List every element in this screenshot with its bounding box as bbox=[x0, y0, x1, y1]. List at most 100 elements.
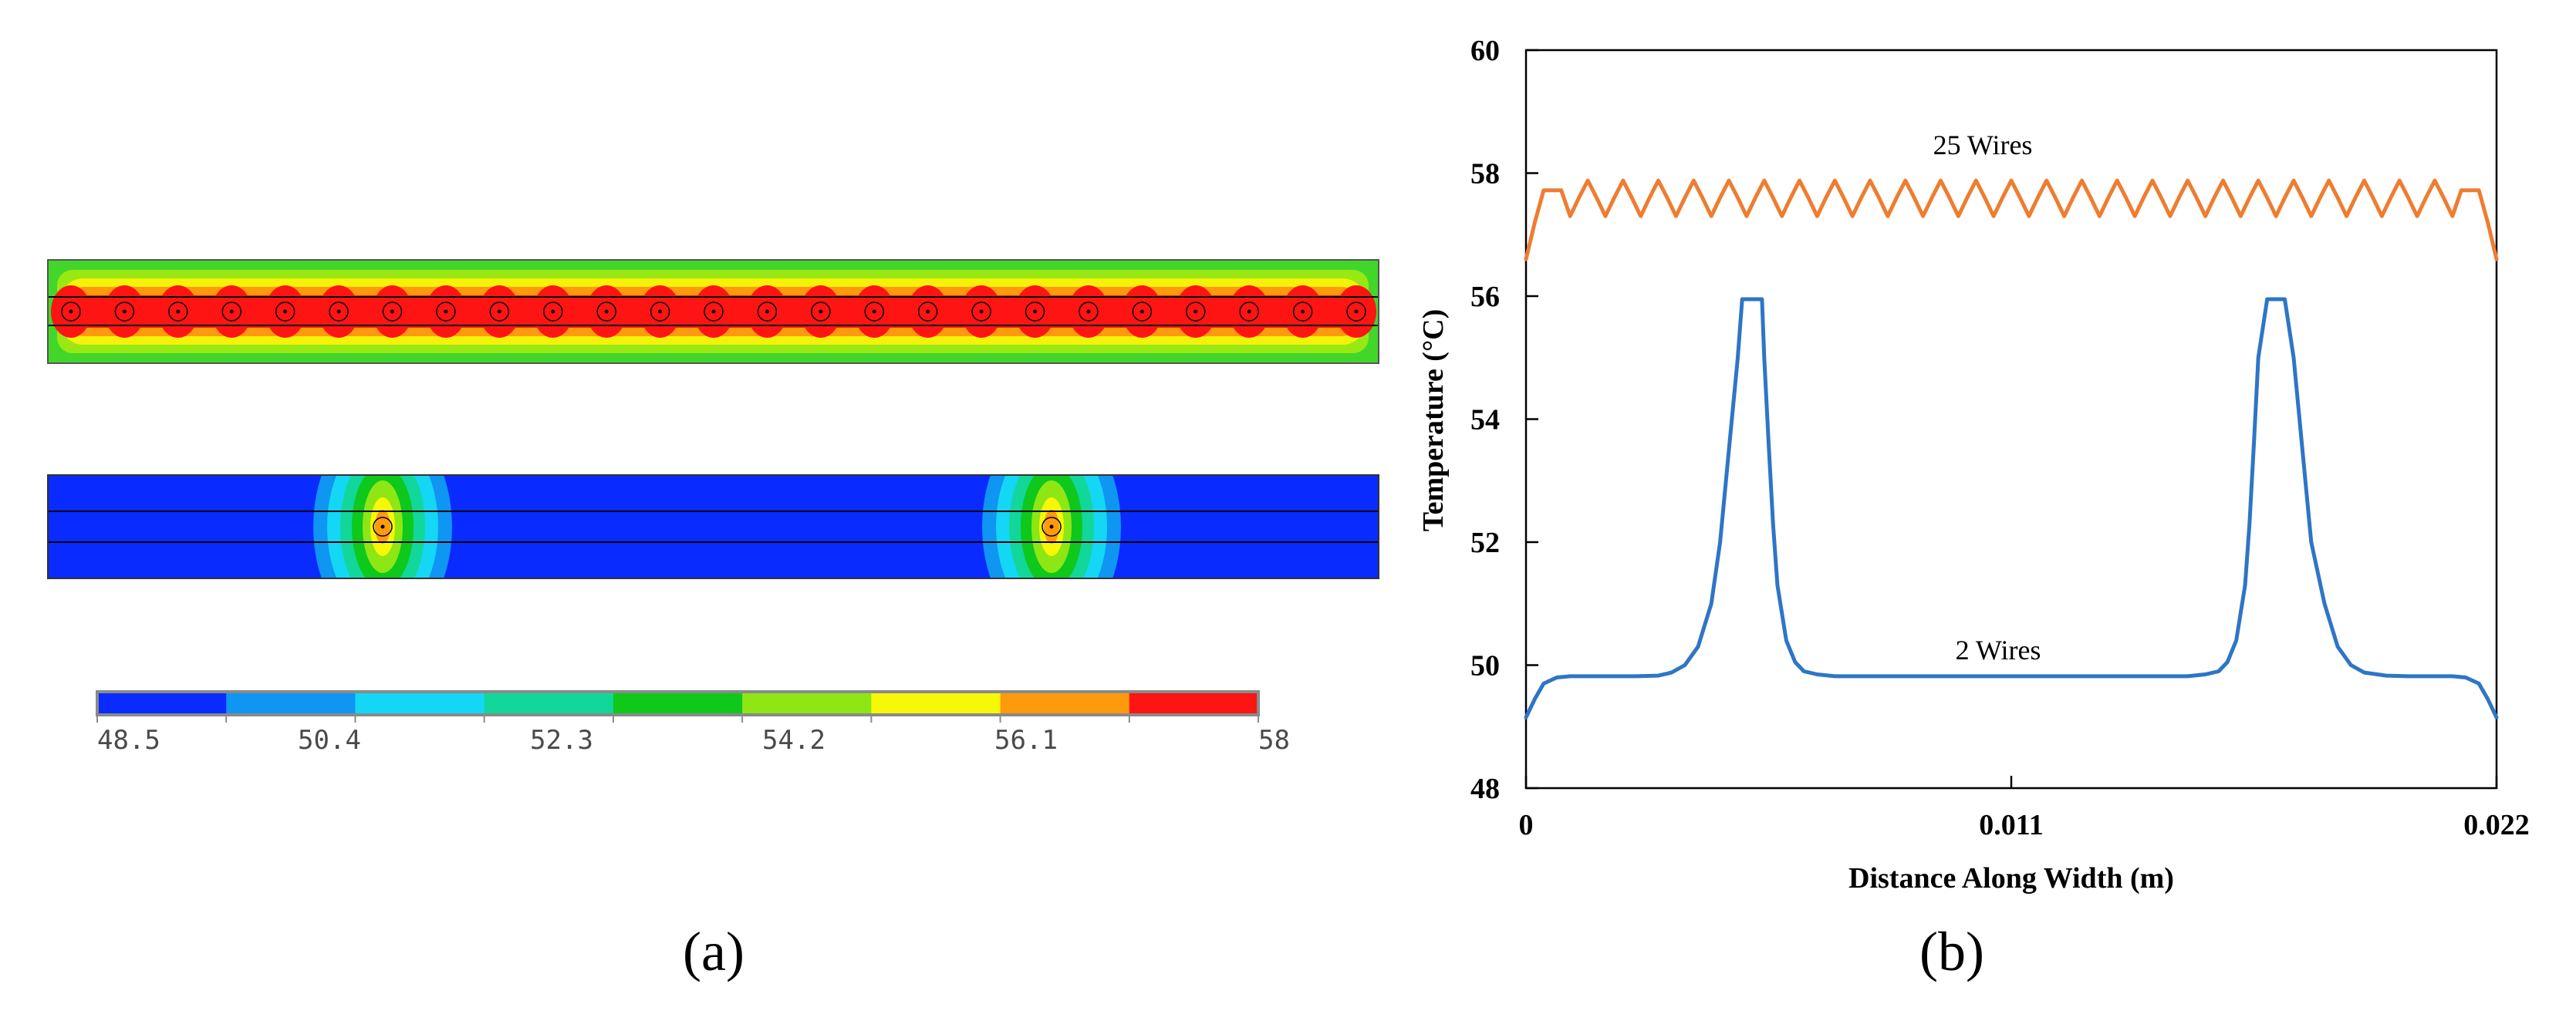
wire-marker bbox=[436, 302, 456, 322]
y-tick-label: 50 bbox=[1470, 650, 1500, 682]
colorbar-segment bbox=[484, 692, 614, 715]
wire-marker bbox=[1292, 302, 1313, 322]
wire-marker bbox=[650, 302, 670, 322]
wire-center bbox=[1354, 309, 1359, 314]
wire-center bbox=[765, 309, 769, 314]
wire-marker bbox=[1025, 302, 1045, 322]
series-line-25-wires bbox=[1524, 178, 2499, 261]
x-axis-tick-labels: 0 0.011 0.022 bbox=[1519, 809, 2530, 841]
wire-marker bbox=[1079, 302, 1099, 322]
wire-center bbox=[979, 309, 984, 314]
wire-marker bbox=[704, 302, 724, 322]
panel-a-label: (a) bbox=[683, 921, 744, 982]
panel-b: 0 0.011 0.022 48 50 52 54 56 58 60 25 Wires 2 Wi… bbox=[1417, 35, 2530, 982]
wire-marker bbox=[1346, 302, 1366, 322]
colorbar-label: 54.2 bbox=[762, 725, 825, 756]
wire-marker bbox=[543, 302, 563, 322]
colorbar-segment bbox=[742, 692, 872, 715]
panel-a: 48.5 50.4 52.3 54.2 56.1 58 (a) bbox=[47, 259, 1379, 982]
colorbar-segment bbox=[1129, 692, 1259, 715]
wire-center bbox=[283, 309, 288, 314]
colorbar-segment bbox=[1000, 692, 1130, 715]
wire-center bbox=[711, 309, 716, 314]
annotation-25-wires: 25 Wires bbox=[1933, 130, 2033, 160]
wire-center bbox=[551, 309, 555, 314]
wire-center bbox=[819, 309, 823, 314]
wire-center bbox=[336, 309, 341, 314]
wire-center bbox=[926, 309, 930, 314]
y-tick-label: 60 bbox=[1470, 35, 1500, 67]
wire-marker bbox=[1132, 302, 1153, 322]
wire-center bbox=[872, 309, 876, 314]
wire-marker bbox=[114, 302, 135, 322]
wire-marker bbox=[61, 302, 81, 322]
wire-center bbox=[1247, 309, 1251, 314]
x-tick-label: 0 bbox=[1519, 809, 1534, 841]
wire-marker bbox=[489, 302, 510, 322]
wire-marker bbox=[917, 302, 938, 322]
wire-center bbox=[1139, 309, 1144, 314]
panel-b-label: (b) bbox=[1919, 921, 1984, 982]
wire-marker bbox=[382, 302, 403, 322]
wire-center bbox=[604, 309, 609, 314]
x-tick-label: 0.022 bbox=[2463, 809, 2530, 841]
wire-center bbox=[390, 309, 394, 314]
colorbar-label: 50.4 bbox=[298, 725, 361, 756]
y-axis-title: Temperature (°C) bbox=[1417, 309, 1450, 532]
contour-25-wires bbox=[47, 259, 1379, 364]
x-axis-ticks bbox=[1524, 776, 2498, 788]
y-axis-tick-labels: 48 50 52 54 56 58 60 bbox=[1470, 35, 1500, 805]
wire-marker bbox=[1042, 517, 1062, 537]
wire-center bbox=[497, 309, 501, 314]
y-tick-label: 48 bbox=[1470, 773, 1500, 805]
wire-center bbox=[444, 309, 448, 314]
wire-center bbox=[1193, 309, 1198, 314]
colorbar-labels: 48.5 50.4 52.3 54.2 56.1 58 bbox=[97, 725, 1290, 756]
x-axis-title: Distance Along Width (m) bbox=[1848, 862, 2174, 895]
contour-bottom-border bbox=[47, 474, 1379, 579]
colorbar-segment bbox=[226, 692, 356, 715]
wire-center bbox=[1086, 309, 1091, 314]
wire-center bbox=[380, 524, 385, 529]
colorbar-label: 58 bbox=[1258, 725, 1290, 756]
wire-marker bbox=[275, 302, 295, 322]
wire-marker bbox=[373, 517, 393, 537]
wire-center bbox=[1301, 309, 1305, 314]
wire-marker bbox=[329, 302, 349, 322]
wire-marker bbox=[1239, 302, 1259, 322]
x-tick-label: 0.011 bbox=[1979, 809, 2043, 841]
y-tick-label: 54 bbox=[1470, 404, 1500, 436]
chart-series bbox=[1524, 178, 2499, 719]
wire-center bbox=[176, 309, 181, 314]
wire-center bbox=[1049, 524, 1054, 529]
wire-center bbox=[1033, 309, 1037, 314]
wire-marker bbox=[168, 302, 188, 322]
wire-marker bbox=[864, 302, 884, 322]
wire-center bbox=[122, 309, 127, 314]
contour-top-border bbox=[47, 259, 1379, 364]
annotation-2-wires: 2 Wires bbox=[1956, 635, 2041, 666]
colorbar-ticks bbox=[96, 715, 1259, 723]
wire-center bbox=[229, 309, 234, 314]
y-axis-ticks bbox=[1526, 49, 1538, 790]
colorbar-segment bbox=[97, 692, 227, 715]
wire-marker bbox=[811, 302, 831, 322]
colorbar-frame bbox=[96, 690, 1260, 716]
wire-marker bbox=[971, 302, 991, 322]
wire-marker bbox=[221, 302, 241, 322]
contour-top-wires bbox=[61, 302, 1366, 322]
colorbar: 48.5 50.4 52.3 54.2 56.1 58 bbox=[96, 690, 1290, 756]
colorbar-segment bbox=[871, 692, 1001, 715]
colorbar-label: 56.1 bbox=[994, 725, 1058, 756]
series-line-2-wires bbox=[1524, 297, 2499, 719]
wire-center bbox=[658, 309, 663, 314]
y-tick-label: 58 bbox=[1470, 158, 1500, 190]
colorbar-segment bbox=[355, 692, 485, 715]
colorbar-segments bbox=[97, 692, 1259, 715]
wire-marker bbox=[757, 302, 778, 322]
y-tick-label: 52 bbox=[1470, 527, 1500, 559]
wire-marker bbox=[1186, 302, 1206, 322]
wire-center bbox=[69, 309, 73, 314]
